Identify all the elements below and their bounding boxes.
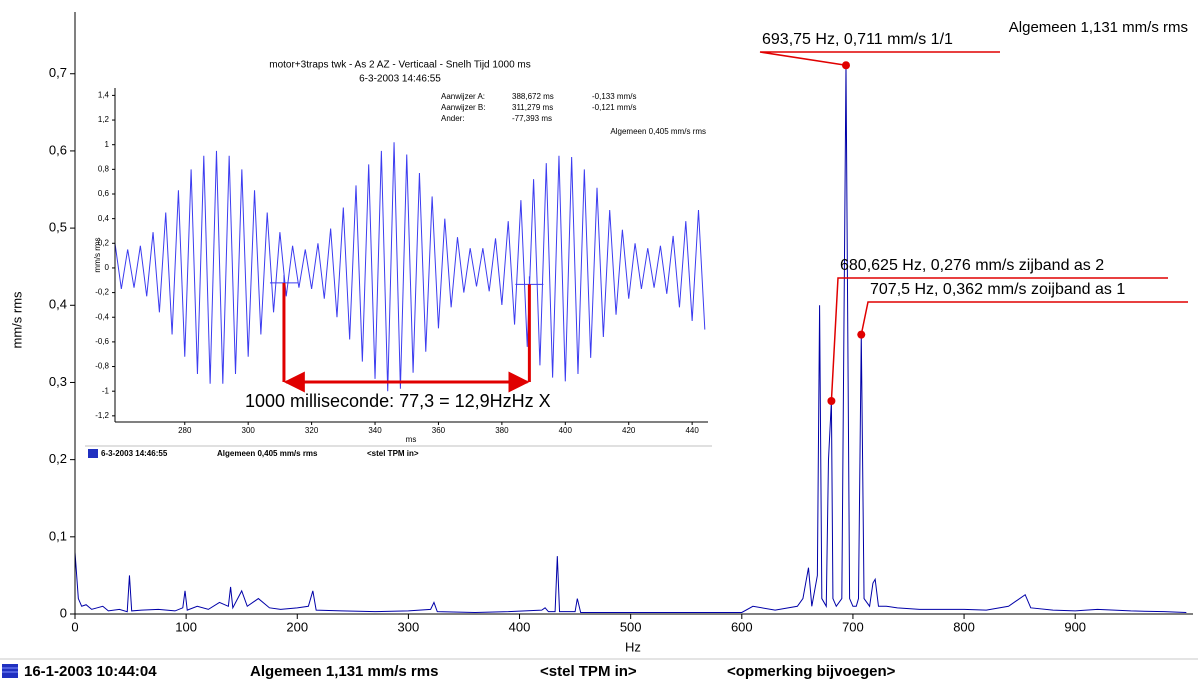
y-tick-label: 0,1: [49, 528, 67, 543]
annotation-label: 693,75 Hz, 0,711 mm/s 1/1: [762, 31, 953, 48]
inset-footer-date: 6-3-2003 14:46:55: [101, 449, 168, 458]
cursor-diff-x: -77,393 ms: [512, 114, 552, 123]
annotation-marker: [841, 61, 850, 70]
waveform-chart: 280 300 320 340 360 380 400 420 440 1,4 1,2 1 0,8 0,6…: [85, 50, 712, 462]
y-tick-label: 0,4: [49, 297, 67, 312]
y-tick-label: 0,2: [49, 451, 67, 466]
x-tick-label: 900: [1064, 619, 1086, 634]
y-tick-label: 0,7: [49, 65, 67, 80]
y-tick-label: 0: [60, 605, 67, 620]
cursor-name: Aanwijzer B:: [441, 103, 485, 112]
y-tick-label: 0,4: [98, 214, 110, 223]
x-tick-label: 300: [398, 619, 420, 634]
data-line: [74, 65, 1187, 613]
x-tick-label: 420: [622, 426, 636, 435]
inset-overall: Algemeen 0,405 mm/s rms: [610, 127, 706, 136]
series-icon: [2, 664, 18, 678]
footer-remark[interactable]: <opmerking bijvoegen>: [727, 663, 896, 680]
annotation-leader: [759, 51, 1000, 66]
x-tick-label: 500: [620, 619, 642, 634]
x-tick-label: 600: [731, 619, 753, 634]
y-tick-label: -0,6: [95, 337, 109, 346]
inset-series-icon: [88, 449, 98, 458]
y-tick-label: 0,8: [98, 164, 110, 173]
footer-tpm[interactable]: <stel TPM in>: [540, 663, 637, 680]
x-tick-label: 400: [559, 426, 573, 435]
inset-x-label: ms: [406, 435, 417, 444]
cursor-diff-name: Ander:: [441, 114, 465, 123]
y-tick-label: -1: [102, 386, 110, 395]
inset-footer-overall: Algemeen 0,405 mm/s rms: [217, 449, 318, 458]
x-tick-label: 380: [495, 426, 509, 435]
y-tick-label: -1,2: [95, 411, 109, 420]
data-line: [114, 142, 706, 392]
measure-annotation: 1000 milliseconde: 77,3 = 12,9HzHz X: [245, 391, 551, 411]
y-tick-label: 0,5: [49, 220, 67, 235]
y-tick-label: 1: [105, 140, 110, 149]
x-tick-label: 340: [368, 426, 382, 435]
y-tick-label: 0,6: [49, 142, 67, 157]
x-tick-label: 800: [953, 619, 975, 634]
cursor-x: 311,279 ms: [512, 103, 553, 112]
inset-y-label: mm/s rms: [93, 237, 102, 272]
inset-title: motor+3traps twk - As 2 AZ - Verticaal -…: [269, 60, 531, 71]
y-tick-label: 0,2: [98, 238, 110, 247]
x-tick-label: 300: [242, 426, 256, 435]
y-tick-label: 1,4: [98, 91, 110, 100]
y-axis-label: mm/s rms: [9, 291, 24, 349]
footer-overall: Algemeen 1,131 mm/s rms: [250, 663, 438, 680]
x-tick-label: 400: [509, 619, 531, 634]
x-tick-label: 320: [305, 426, 319, 435]
y-tick-label: -0,8: [95, 362, 109, 371]
footer-date: 16-1-2003 10:44:04: [24, 663, 157, 680]
footer: 16-1-2003 10:44:04 Algemeen 1,131 mm/s r…: [0, 658, 1198, 680]
x-tick-label: 0: [71, 619, 78, 634]
cursor-x: 388,672 ms: [512, 92, 554, 101]
annotation-label: 680,625 Hz, 0,276 mm/s zijband as 2: [840, 257, 1104, 274]
inset-footer-tpm: <stel TPM in>: [367, 449, 419, 458]
y-tick-label: 0,3: [49, 374, 67, 389]
y-tick-label: 0,6: [98, 189, 110, 198]
y-tick-label: 1,2: [98, 115, 110, 124]
x-tick-label: 440: [685, 426, 699, 435]
x-tick-label: 200: [286, 619, 308, 634]
overall-label: Algemeen 1,131 mm/s rms: [1009, 19, 1188, 36]
annotation-marker: [857, 330, 866, 339]
y-tick-label: 0: [105, 263, 110, 272]
cursor-name: Aanwijzer A:: [441, 92, 485, 101]
spectrum-chart: 0 100 200 300 400 500 600 700 800 900 0 0,1 0,2 0,3 0,…: [9, 12, 1193, 654]
annotation-marker: [827, 396, 836, 405]
x-tick-label: 100: [175, 619, 197, 634]
cursor-y: -0,121 mm/s: [592, 103, 636, 112]
x-tick-label: 700: [842, 619, 864, 634]
x-axis-label: Hz: [625, 639, 641, 654]
x-tick-label: 280: [178, 426, 192, 435]
x-tick-label: 360: [432, 426, 446, 435]
y-tick-label: -0,4: [95, 312, 109, 321]
cursor-y: -0,133 mm/s: [592, 92, 636, 101]
annotation-leader: [860, 301, 1188, 335]
annotation-leader: [830, 277, 1168, 402]
y-tick-label: -0,2: [95, 288, 109, 297]
annotation-label: 707,5 Hz, 0,362 mm/s zoijband as 1: [870, 281, 1125, 298]
inset-subtitle: 6-3-2003 14:46:55: [359, 74, 441, 85]
